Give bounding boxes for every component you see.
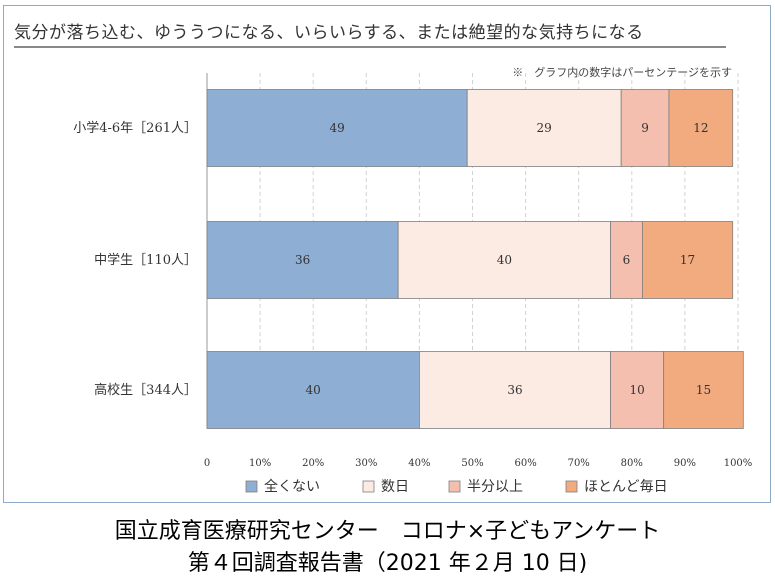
bar-segment xyxy=(642,221,734,299)
x-tick-label: 80% xyxy=(621,458,643,469)
data-label: 29 xyxy=(537,121,552,135)
data-label: 9 xyxy=(641,121,649,135)
x-tick-label: 50% xyxy=(461,458,483,469)
bar-segment xyxy=(663,351,744,429)
x-tick-label: 100% xyxy=(724,458,753,469)
bar-segment xyxy=(397,221,611,299)
x-tick-label: 90% xyxy=(674,458,696,469)
x-tick-label: 60% xyxy=(514,458,536,469)
bar-segment xyxy=(620,89,670,167)
title-underline xyxy=(14,46,726,48)
data-label: 36 xyxy=(507,383,522,397)
data-label: 17 xyxy=(680,253,695,267)
data-label: 36 xyxy=(295,253,310,267)
x-tick-label: 30% xyxy=(355,458,377,469)
legend-label: 半分以上 xyxy=(467,479,523,495)
category-label: 中学生［110人］ xyxy=(94,252,197,268)
legend-label: 全くない xyxy=(264,478,320,495)
x-tick-label: 70% xyxy=(568,458,590,469)
stacked-bar-chart: 0 10% 20% 30% 40% 50% 60% 70% 80% 90% 100% 49 29 9 12 小… xyxy=(73,73,753,495)
chart-title: 気分が落ち込む、ゆううつになる、いらいらする、または絶望的な気持ちになる xyxy=(14,23,644,43)
legend-label: ほとんど毎日 xyxy=(584,479,668,495)
x-tick-label: 20% xyxy=(302,458,324,469)
legend-swatch xyxy=(362,480,375,493)
x-tick-label: 0 xyxy=(204,458,210,469)
data-label: 6 xyxy=(623,253,631,267)
legend-swatch xyxy=(565,480,578,493)
legend-swatch xyxy=(245,480,258,493)
bar-segment xyxy=(206,221,399,299)
category-label: 小学4-6年［261人］ xyxy=(73,120,197,136)
data-label: 40 xyxy=(306,383,321,397)
source-line-1: 国立成育医療研究センター コロナ×子どもアンケート xyxy=(114,519,661,544)
x-tick-label: 10% xyxy=(249,458,271,469)
data-label: 12 xyxy=(693,121,708,135)
legend-swatch xyxy=(448,480,461,493)
chart-note: ※ グラフ内の数字はパーセンテージを示す xyxy=(512,66,732,79)
bar-segment xyxy=(610,351,665,429)
bar-segment xyxy=(668,89,734,167)
legend-label: 数日 xyxy=(381,479,409,495)
data-label: 40 xyxy=(497,253,512,267)
x-tick-label: 40% xyxy=(408,458,430,469)
bar-segment xyxy=(418,351,611,429)
data-label: 49 xyxy=(329,121,344,135)
data-label: 10 xyxy=(629,383,644,397)
data-label: 15 xyxy=(696,383,711,397)
category-label: 高校生［344人］ xyxy=(94,382,197,398)
source-line-2: 第４回調査報告書（2021 年２月 10 日) xyxy=(187,551,588,576)
bar-segment xyxy=(206,351,420,429)
